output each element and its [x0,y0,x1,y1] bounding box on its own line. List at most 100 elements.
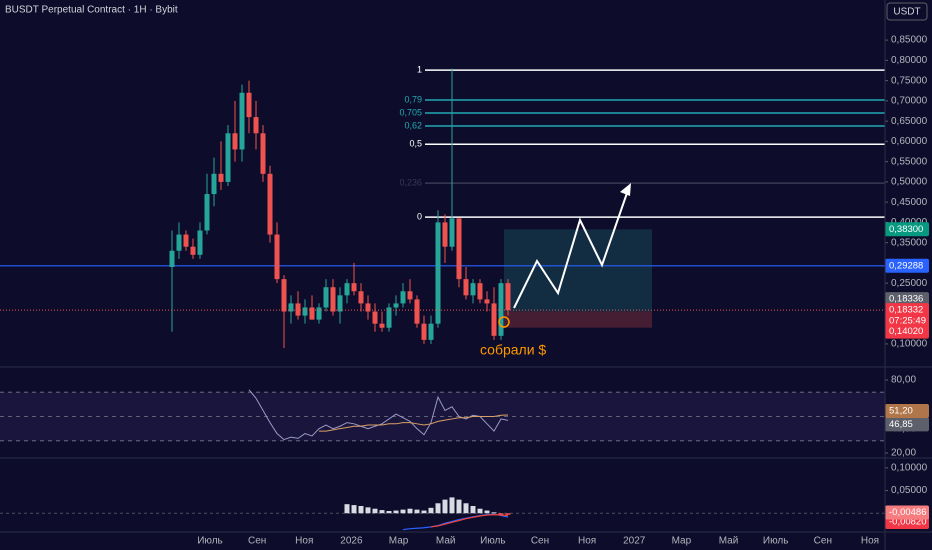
x-tick-label: Мар [389,536,409,547]
candle-body [435,222,441,324]
candle-body [218,173,224,182]
stop-badge-bg [885,324,929,339]
candle-body [484,299,490,304]
mark-price-badge: 0,18336 [889,294,923,305]
candle-body [323,287,329,308]
candle-body [225,133,231,182]
histogram-bar [456,499,462,514]
candle-body [267,173,273,235]
histogram-bar [358,506,364,514]
fib-label: 0,79 [404,94,422,104]
series-line [430,514,509,528]
histogram-bar [386,510,392,514]
histogram-bar [498,513,504,515]
histogram-bar [449,497,455,514]
histogram-bar [414,509,420,514]
candle-body [316,307,322,320]
y-tick-label: 0,05000 [891,485,928,496]
histogram-bar [484,510,490,514]
candle-body [197,230,203,255]
histogram-bar [435,503,441,514]
candle-body [253,117,259,134]
position-target [504,229,652,312]
histogram-bar [351,505,357,514]
candle-body [470,283,476,296]
y-tick-label: 0,55000 [891,156,928,167]
fib-label: 1 [417,64,422,74]
rsi-badge: 51,20 [889,406,913,417]
annotation: собрали $ [480,342,546,358]
histogram-bar [442,499,448,514]
candle-body [190,246,196,255]
candle-body [414,299,420,324]
histogram-bar [372,508,378,514]
candle-body [246,92,252,118]
candle-body [211,173,217,195]
candle-body [449,218,455,247]
candle-body [176,234,182,251]
candle-body [330,287,336,312]
rsi-badge-bg [885,404,929,419]
x-tick-label: Июль [480,536,506,547]
histogram-bar [470,506,476,514]
x-tick-label: Ноя [578,536,596,547]
target-badge-bg [885,222,929,237]
macd-badge: -0,00486 [889,507,927,518]
candle-body [428,323,434,340]
histogram-bar [477,508,483,514]
candle-body [386,307,392,328]
fib-label: 0,236 [399,177,422,187]
histogram-bar [365,507,371,514]
candle-body [456,218,462,280]
candle-body [232,133,238,150]
currency-label[interactable]: USDT [893,7,920,18]
candle-body [400,291,406,304]
histogram-bar [491,512,497,514]
candle-body [477,283,483,300]
currency-button[interactable] [886,2,928,21]
y-tick-label: 0,45000 [891,197,928,208]
stop-badge: 0,14020 [889,326,923,337]
chart-title: BUSDT Perpetual Contract · 1H · Bybit [5,5,178,16]
position-stop [504,311,652,328]
candle-body [442,222,448,247]
histogram-bar [428,507,434,514]
candle-body [337,295,343,312]
candle-body [407,291,413,300]
candle-body [295,303,301,316]
histogram-bar [505,513,511,515]
y-tick-label: 0,70000 [891,96,928,107]
candle-body [421,323,427,340]
fib-label: 0,5 [409,139,422,149]
candle-body [288,303,294,312]
rsi-badge-bg [885,417,929,432]
candle-body [239,92,245,150]
candle-body [309,307,315,320]
candle-body [491,303,497,336]
y-tick-label: 0,10000 [891,339,928,350]
hline-badge-bg [885,258,929,273]
countdown: 07:25:49 [889,316,926,327]
candle-body [365,303,371,312]
y-tick-label: 0,35000 [891,237,928,248]
candle-body [183,234,189,247]
x-tick-label: Сен [814,536,832,547]
mark-price-badge-bg [885,292,929,307]
x-tick-label: Мар [672,536,692,547]
candle-body [274,234,280,280]
x-tick-label: 2027 [623,536,646,547]
y-tick-label: 0,85000 [891,35,928,46]
last-price-badge: 0,18332 [889,305,923,316]
candle-body [379,323,385,328]
marker-circle [498,316,510,328]
histogram-bar [400,509,406,514]
y-tick-label: 0,75000 [891,75,928,86]
x-tick-label: Июль [197,536,223,547]
y-tick-label: 0,65000 [891,116,928,127]
y-tick-label: 0,25000 [891,278,928,289]
macd-badge: -0,00820 [889,516,927,527]
x-tick-label: Июль [763,536,789,547]
y-tick-label: 80,00 [891,375,916,386]
x-tick-label: Сен [531,536,549,547]
